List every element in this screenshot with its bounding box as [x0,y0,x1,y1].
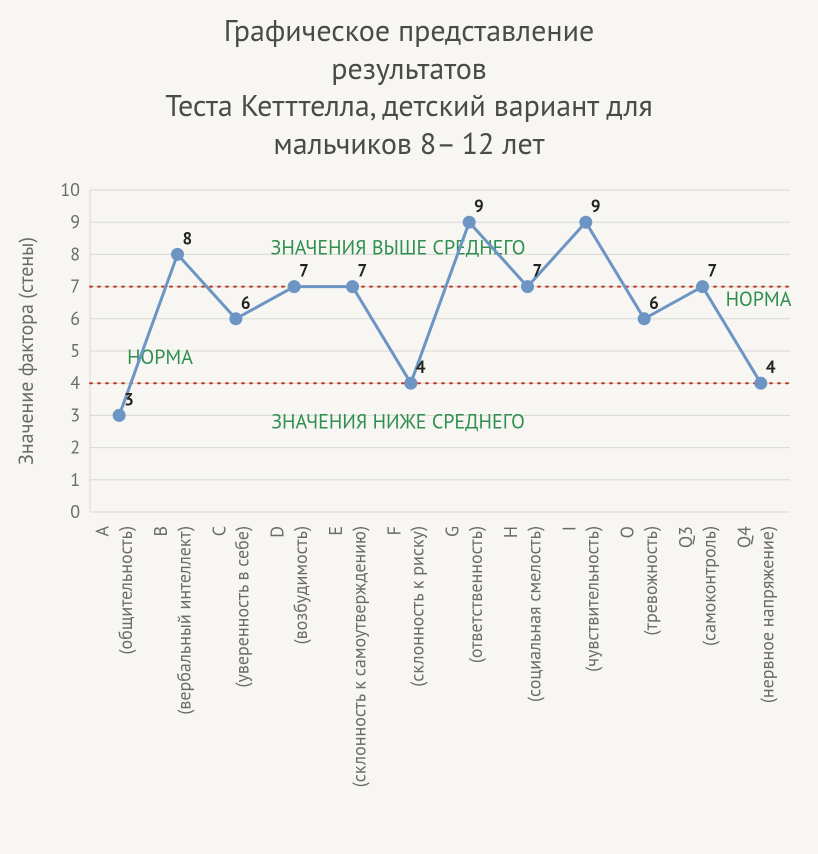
y-tick-label: 8 [70,242,80,265]
chart-title: Графическое представлениерезультатовТест… [18,12,800,162]
data-label: 3 [124,388,134,410]
annotation-text: ЗНАЧЕНИЯ ВЫШЕ СРЕДНЕГО [271,234,526,260]
chart-bg [18,172,798,842]
x-letter: I [557,526,580,531]
y-tick-label: 2 [70,436,80,459]
data-marker [405,377,417,389]
x-letter: H [499,526,522,538]
y-tick-label: 9 [70,210,80,233]
x-desc: (социальная смелость) [522,526,545,702]
data-label: 8 [183,227,193,249]
data-label: 4 [766,356,776,378]
x-desc: (склонность к самоутверждению) [347,526,370,787]
y-tick-label: 7 [70,275,80,298]
y-tick-label: 1 [70,468,80,491]
data-marker [638,313,650,325]
x-letter: F [382,526,405,535]
data-label: 7 [358,260,368,282]
page-root: Графическое представлениерезультатовТест… [0,0,818,854]
data-marker [522,281,534,293]
x-desc: (нервное напряжение) [756,526,779,703]
x-letter: B [149,526,172,537]
chart-container: Значение фактора (стены) 012345678910ЗНА… [18,172,800,842]
y-axis-label: Значение фактора (стены) [13,237,39,465]
data-label: 9 [591,195,601,217]
x-letter: D [266,526,289,538]
x-letter: C [207,526,230,536]
x-letter: G [441,526,464,537]
y-tick-label: 6 [70,307,80,330]
x-desc: (ответственность) [464,526,487,663]
x-desc: (чувствительность) [581,526,604,672]
data-marker [697,281,709,293]
annotation-text: ЗНАЧЕНИЯ НИЖЕ СРЕДНЕГО [271,408,525,434]
data-marker [230,313,242,325]
x-letter: O [616,526,639,538]
y-tick-label: 10 [60,178,80,201]
y-tick-label: 5 [70,339,80,362]
data-label: 9 [474,195,484,217]
data-label: 7 [708,260,718,282]
x-desc: (уверенность в себе) [231,526,254,688]
data-marker [288,281,300,293]
annotation-text: НОРМА [726,286,792,312]
cattell-profile-chart: 012345678910ЗНАЧЕНИЯ ВЫШЕ СРЕДНЕГОНОРМАН… [18,172,798,842]
data-marker [347,281,359,293]
data-marker [580,216,592,228]
y-tick-label: 3 [70,403,80,426]
x-desc: (возбудимость) [289,526,312,644]
x-letter: A [91,526,114,537]
x-letter: Q3 [674,526,697,548]
y-tick-label: 0 [70,500,80,523]
data-marker [755,377,767,389]
data-label: 7 [299,260,309,282]
x-desc: (общительность) [114,526,137,655]
data-label: 7 [533,260,543,282]
x-desc: (склонность к риску) [406,526,429,687]
x-letter: Q4 [732,526,755,548]
data-marker [463,216,475,228]
data-label: 6 [241,292,251,314]
data-marker [172,248,184,260]
data-label: 6 [649,292,659,314]
x-desc: (самоконтроль) [697,526,720,646]
x-desc: (тревожность) [639,526,662,636]
data-marker [113,409,125,421]
x-letter: E [324,526,347,536]
data-label: 4 [416,356,426,378]
y-tick-label: 4 [70,371,80,394]
x-desc: (вербальный интеллект) [172,526,195,715]
